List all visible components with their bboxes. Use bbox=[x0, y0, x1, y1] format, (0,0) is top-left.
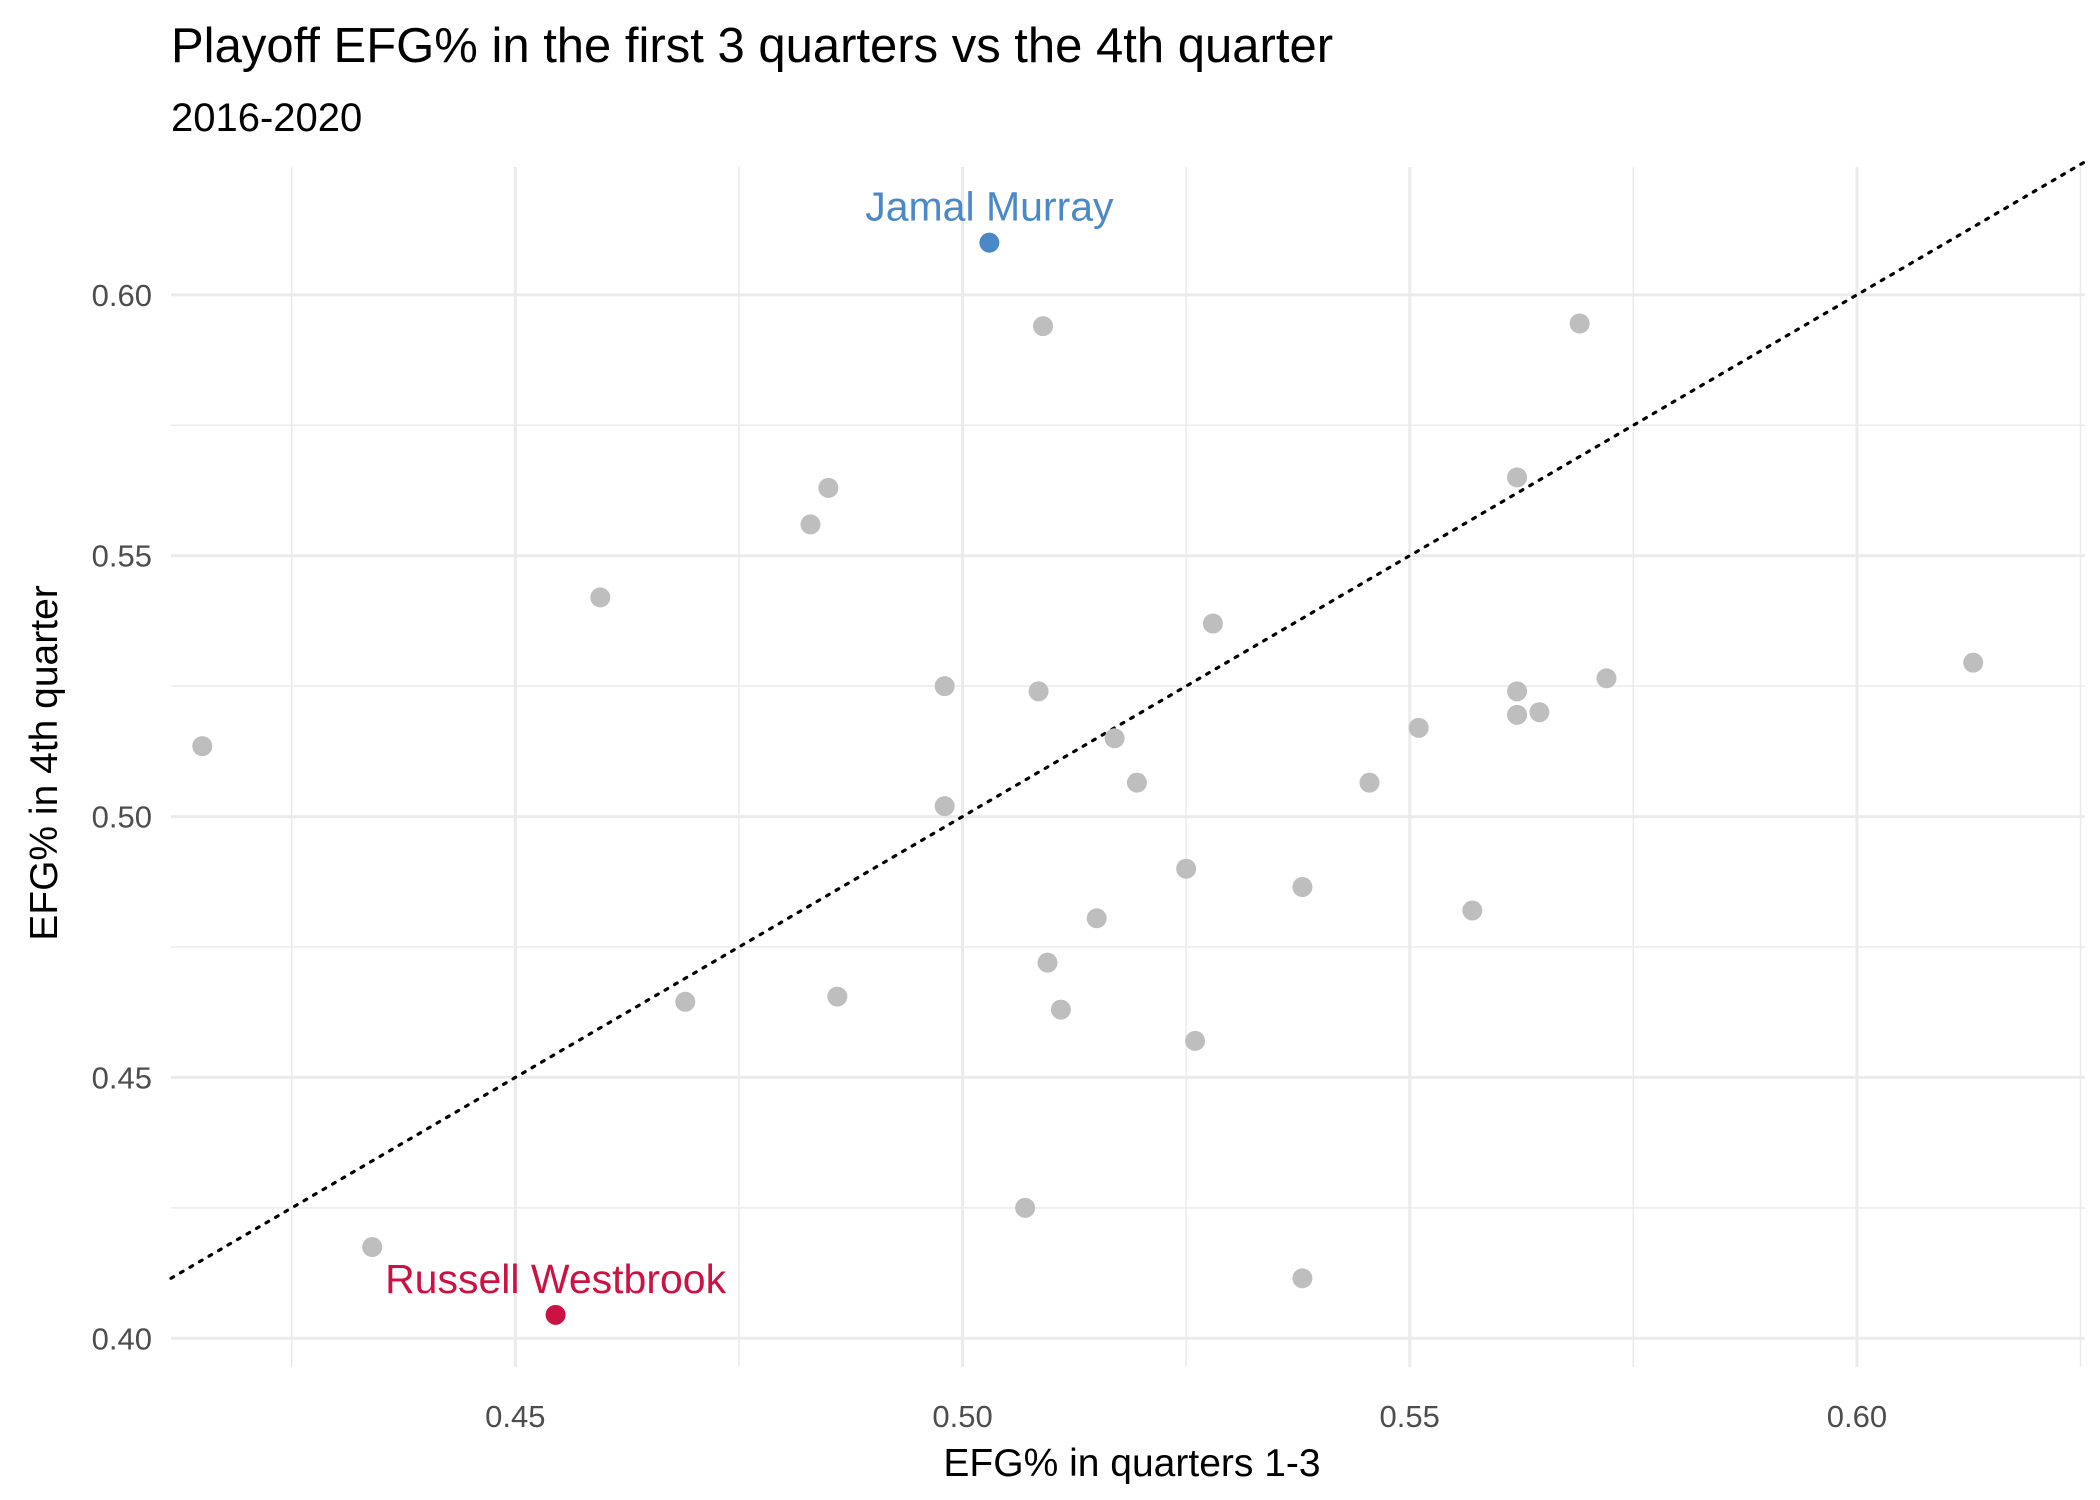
points-layer bbox=[192, 232, 1984, 1325]
point-label-westbrook: Russell Westbrook bbox=[385, 1256, 727, 1302]
data-point bbox=[827, 986, 848, 1007]
x-axis-ticks: 0.45 0.50 0.55 0.60 bbox=[485, 1399, 1887, 1434]
data-point bbox=[1292, 1268, 1313, 1289]
data-point bbox=[1086, 908, 1107, 929]
data-point bbox=[1292, 877, 1313, 897]
x-tick-label: 0.55 bbox=[1380, 1399, 1440, 1434]
y-tick-label: 0.60 bbox=[92, 278, 152, 313]
y-axis-title: EFG% in 4th quarter bbox=[23, 585, 66, 941]
y-tick-label: 0.55 bbox=[92, 539, 152, 574]
point-label-murray: Jamal Murray bbox=[865, 184, 1114, 230]
data-point bbox=[590, 587, 611, 608]
x-tick-label: 0.60 bbox=[1827, 1399, 1887, 1434]
data-point bbox=[1028, 681, 1049, 702]
data-point bbox=[362, 1237, 383, 1257]
data-point bbox=[1529, 702, 1550, 723]
data-point bbox=[1507, 681, 1528, 702]
data-point bbox=[1104, 728, 1125, 749]
y-axis-ticks: 0.40 0.45 0.50 0.55 0.60 bbox=[92, 278, 152, 1356]
y-tick-label: 0.45 bbox=[92, 1060, 152, 1095]
data-point bbox=[1359, 772, 1380, 793]
point-murray bbox=[979, 232, 1000, 253]
x-axis-title: EFG% in quarters 1-3 bbox=[943, 1442, 1320, 1485]
data-point bbox=[675, 991, 696, 1012]
data-point bbox=[1462, 900, 1483, 921]
y-tick-label: 0.40 bbox=[92, 1321, 152, 1356]
reference-line-y-equals-x bbox=[169, 160, 2087, 1280]
x-tick-label: 0.45 bbox=[485, 1399, 545, 1434]
data-point bbox=[1596, 668, 1617, 689]
chart-subtitle: 2016-2020 bbox=[171, 96, 362, 140]
x-tick-label: 0.50 bbox=[932, 1399, 992, 1434]
data-point bbox=[1569, 313, 1590, 334]
reference-line-layer bbox=[169, 160, 2087, 1280]
data-point bbox=[1126, 772, 1147, 793]
point-westbrook bbox=[545, 1304, 566, 1325]
data-point bbox=[1176, 858, 1197, 879]
data-point bbox=[1507, 704, 1528, 725]
data-point bbox=[1033, 316, 1054, 337]
point-labels-layer: Jamal Murray Russell Westbrook bbox=[385, 184, 1114, 1302]
data-point bbox=[1963, 652, 1984, 673]
data-point bbox=[934, 796, 955, 817]
data-point bbox=[1507, 467, 1528, 488]
data-point bbox=[1408, 717, 1429, 738]
chart-title: Playoff EFG% in the first 3 quarters vs … bbox=[171, 19, 1333, 73]
data-point bbox=[1015, 1197, 1036, 1218]
grid-layer bbox=[171, 167, 2085, 1367]
data-point bbox=[818, 477, 839, 498]
data-point bbox=[1050, 999, 1071, 1020]
data-point bbox=[192, 736, 213, 757]
data-point bbox=[1202, 613, 1223, 634]
data-point bbox=[800, 514, 821, 535]
data-point bbox=[934, 676, 955, 697]
data-point bbox=[1185, 1030, 1206, 1051]
y-tick-label: 0.50 bbox=[92, 800, 152, 835]
data-point bbox=[1037, 952, 1058, 973]
